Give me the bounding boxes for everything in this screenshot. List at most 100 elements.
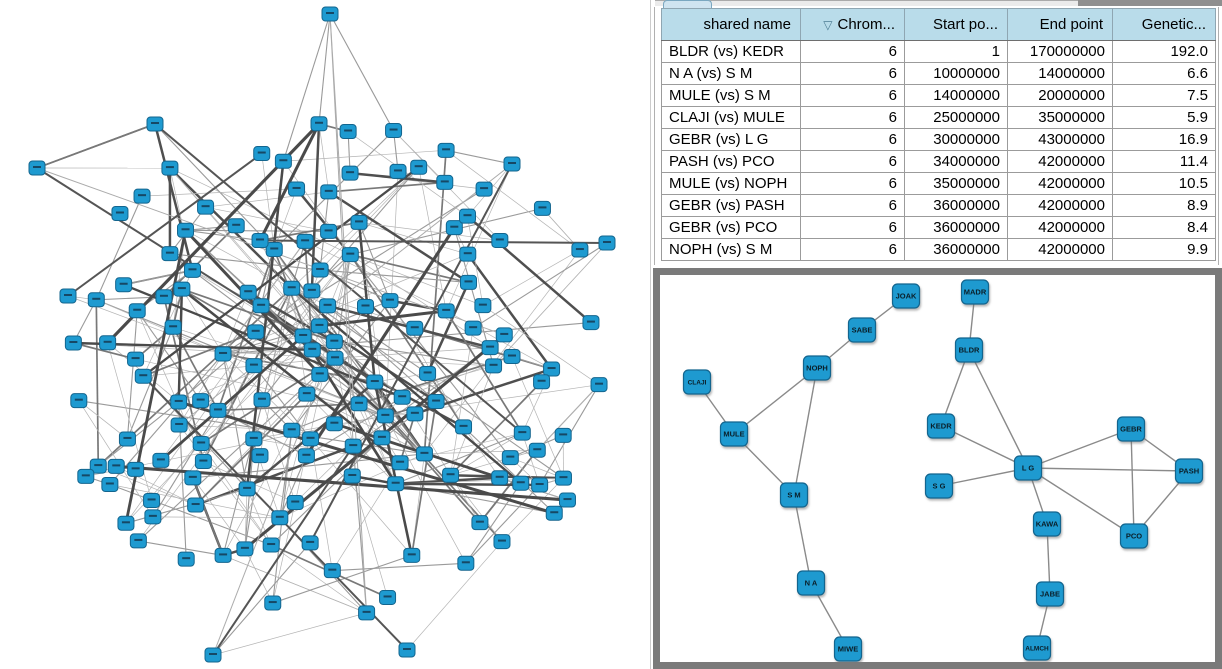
node-ALMCH[interactable]: ALMCH xyxy=(1022,635,1052,661)
table-row[interactable]: BLDR (vs) KEDR 6 1 170000000 192.0 xyxy=(661,40,1216,63)
overview-node[interactable] xyxy=(87,292,105,308)
overview-node[interactable] xyxy=(376,408,394,424)
overview-node[interactable] xyxy=(419,365,437,381)
overview-node[interactable] xyxy=(495,327,513,343)
overview-node[interactable] xyxy=(296,233,314,249)
panel-divider[interactable] xyxy=(650,0,651,669)
overview-node[interactable] xyxy=(485,358,503,374)
overview-node[interactable] xyxy=(170,394,188,410)
overview-node[interactable] xyxy=(286,495,304,511)
overview-node[interactable] xyxy=(543,361,561,377)
overview-node[interactable] xyxy=(590,377,608,393)
overview-node[interactable] xyxy=(118,431,136,447)
overview-node[interactable] xyxy=(323,563,341,579)
subnetwork-edge-SG-LG[interactable] xyxy=(938,467,1029,487)
subnetwork-edge-BLDR-KEDR[interactable] xyxy=(940,349,970,427)
column-header-chromosome[interactable]: ▽ Chrom... xyxy=(800,8,905,41)
overview-node[interactable] xyxy=(227,218,245,234)
overview-node[interactable] xyxy=(457,555,475,571)
node-MADR[interactable]: MADR xyxy=(960,279,990,305)
overview-node[interactable] xyxy=(117,515,135,531)
table-row[interactable]: CLAJI (vs) MULE 6 25000000 35000000 5.9 xyxy=(661,106,1216,129)
overview-node[interactable] xyxy=(554,427,572,443)
overview-node[interactable] xyxy=(161,246,179,262)
overview-node[interactable] xyxy=(387,476,405,492)
overview-node[interactable] xyxy=(415,446,433,462)
overview-node[interactable] xyxy=(343,468,361,484)
node-SABE[interactable]: SABE xyxy=(847,317,877,343)
column-header-end-point[interactable]: End point xyxy=(1007,8,1113,41)
overview-network-canvas[interactable] xyxy=(0,0,648,669)
overview-node[interactable] xyxy=(341,165,359,181)
overview-node[interactable] xyxy=(236,541,254,557)
column-header-genetic-distance[interactable]: Genetic... xyxy=(1112,8,1216,41)
overview-node[interactable] xyxy=(533,374,551,390)
overview-node[interactable] xyxy=(251,232,269,248)
subnetwork-edge-GEBR-PCO[interactable] xyxy=(1130,428,1135,537)
overview-node[interactable] xyxy=(283,422,301,438)
overview-node[interactable] xyxy=(294,328,312,344)
overview-node[interactable] xyxy=(271,510,289,526)
overview-node[interactable] xyxy=(288,181,306,197)
overview-node[interactable] xyxy=(442,467,460,483)
table-row[interactable]: MULE (vs) S M 6 14000000 20000000 7.5 xyxy=(661,84,1216,107)
overview-node[interactable] xyxy=(144,509,162,525)
overview-node[interactable] xyxy=(194,454,212,470)
overview-node[interactable] xyxy=(471,515,489,531)
overview-node[interactable] xyxy=(531,477,549,493)
overview-node[interactable] xyxy=(64,335,82,351)
overview-node[interactable] xyxy=(406,320,424,336)
overview-node[interactable] xyxy=(459,274,477,290)
overview-node[interactable] xyxy=(445,220,463,236)
overview-node[interactable] xyxy=(143,492,161,508)
overview-node[interactable] xyxy=(107,458,125,474)
overview-node[interactable] xyxy=(301,535,319,551)
node-SM[interactable]: S M xyxy=(779,482,809,508)
node-JOAK[interactable]: JOAK xyxy=(891,283,921,309)
overview-node[interactable] xyxy=(127,461,145,477)
overview-node[interactable] xyxy=(101,476,119,492)
overview-node[interactable] xyxy=(173,281,191,297)
overview-node[interactable] xyxy=(598,235,616,251)
node-NA[interactable]: N A xyxy=(796,570,826,596)
overview-node[interactable] xyxy=(214,547,232,563)
subnetwork-edge-NOPH-MULE[interactable] xyxy=(733,367,818,435)
overview-node[interactable] xyxy=(297,448,315,464)
table-tab[interactable] xyxy=(663,0,712,8)
overview-node[interactable] xyxy=(475,181,493,197)
overview-node[interactable] xyxy=(393,389,411,405)
overview-node[interactable] xyxy=(325,334,343,350)
overview-node[interactable] xyxy=(99,335,117,351)
overview-node[interactable] xyxy=(427,394,445,410)
subnetwork-canvas[interactable]: JOAK MADR SABE BLDR NOPH CLAJI KEDR GEBR MULE L G… xyxy=(660,275,1215,662)
overview-node[interactable] xyxy=(554,470,572,486)
overview-node[interactable] xyxy=(458,208,476,224)
table-row[interactable]: MULE (vs) NOPH 6 35000000 42000000 10.5 xyxy=(661,172,1216,195)
overview-node[interactable] xyxy=(177,222,195,238)
overview-node[interactable] xyxy=(59,288,77,304)
overview-node[interactable] xyxy=(89,458,107,474)
overview-node[interactable] xyxy=(558,492,576,508)
overview-node[interactable] xyxy=(319,298,337,314)
overview-node[interactable] xyxy=(379,589,397,605)
overview-node[interactable] xyxy=(366,374,384,390)
overview-node[interactable] xyxy=(320,223,338,239)
overview-node[interactable] xyxy=(459,246,477,262)
overview-node[interactable] xyxy=(192,393,210,409)
overview-node[interactable] xyxy=(170,417,188,433)
overview-node[interactable] xyxy=(152,452,170,468)
node-GEBR[interactable]: GEBR xyxy=(1116,416,1146,442)
overview-node[interactable] xyxy=(28,160,46,176)
table-row[interactable]: GEBR (vs) L G 6 30000000 43000000 16.9 xyxy=(661,128,1216,151)
table-row[interactable]: PASH (vs) PCO 6 34000000 42000000 11.4 xyxy=(661,150,1216,173)
node-SG[interactable]: S G xyxy=(924,473,954,499)
overview-node[interactable] xyxy=(571,242,589,258)
overview-node[interactable] xyxy=(161,160,179,176)
overview-node[interactable] xyxy=(493,534,511,550)
node-JABE[interactable]: JABE xyxy=(1035,581,1065,607)
overview-node[interactable] xyxy=(326,350,344,366)
overview-node[interactable] xyxy=(177,551,195,567)
overview-node[interactable] xyxy=(164,319,182,335)
table-scrollbar-thumb[interactable] xyxy=(1078,0,1222,6)
node-PASH[interactable]: PASH xyxy=(1174,458,1204,484)
